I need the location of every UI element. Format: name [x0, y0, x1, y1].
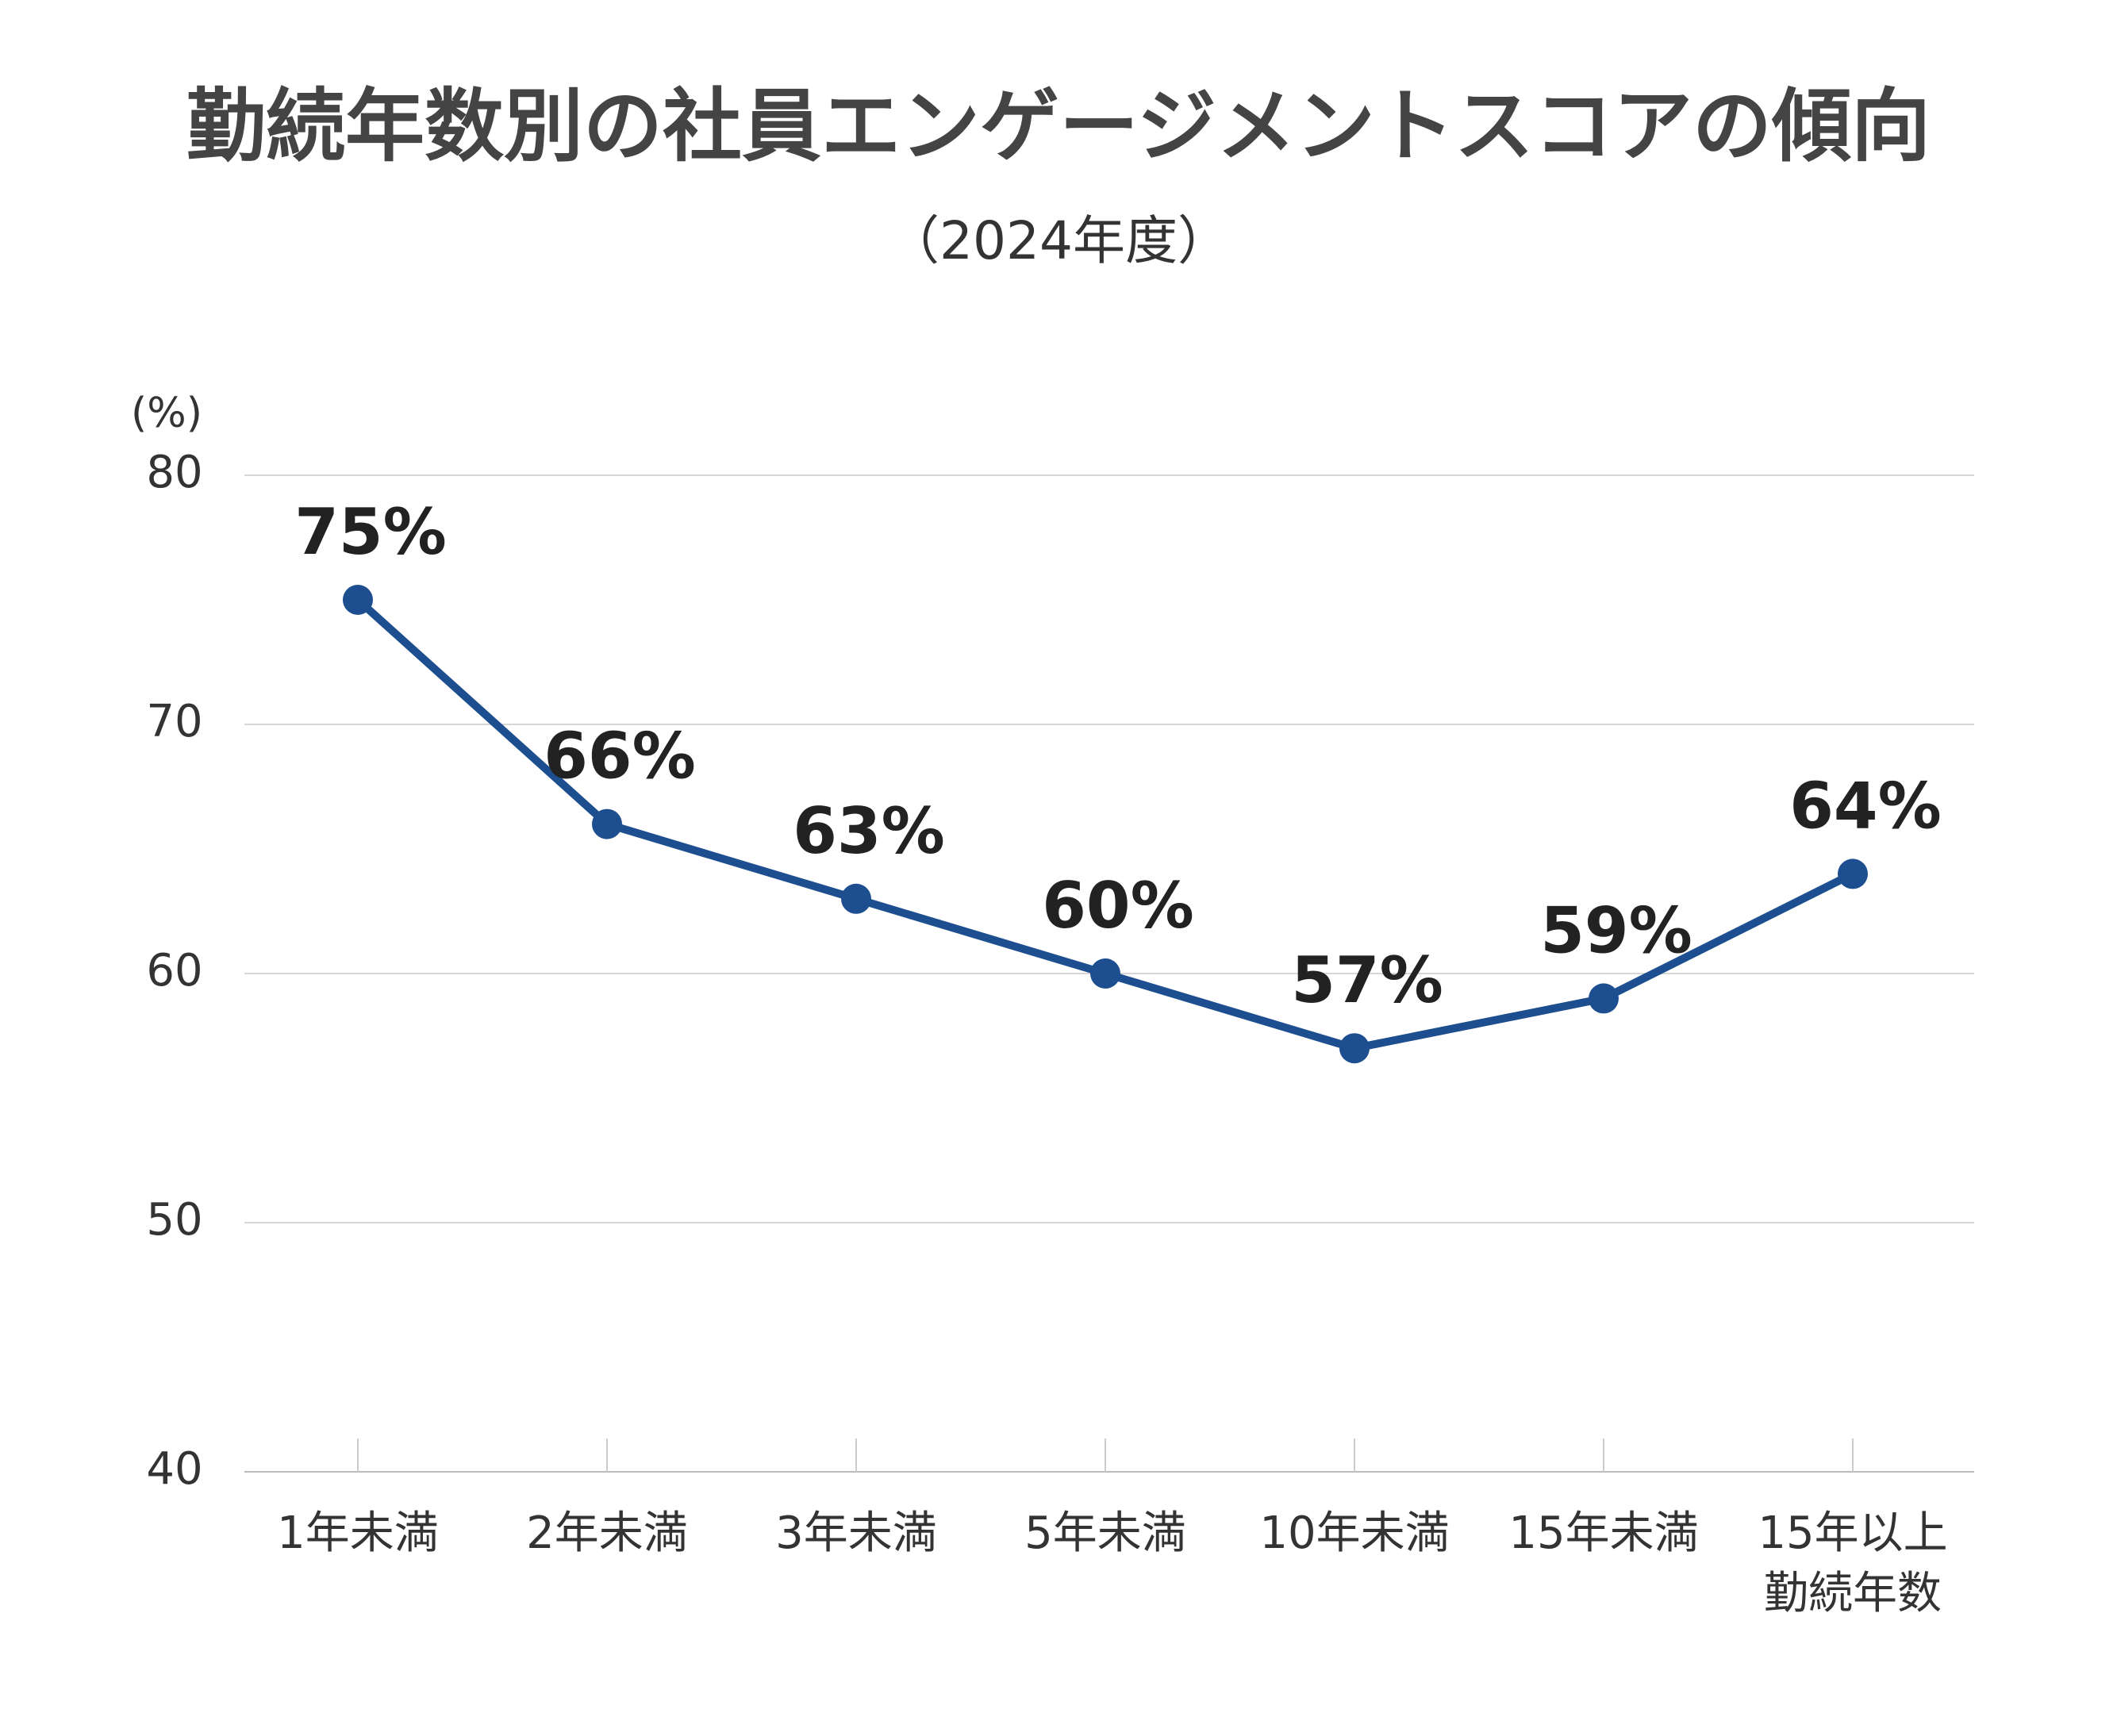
y-tick-label: 50	[146, 1194, 202, 1246]
point	[841, 883, 871, 914]
y-tick-label: 70	[146, 696, 202, 747]
x-tick-label: 15年以上 勤続年数	[1758, 1507, 1948, 1619]
x-tick-label: 3年未満	[775, 1507, 937, 1559]
point	[592, 808, 622, 839]
data-label: 63%	[793, 794, 944, 868]
data-label: 64%	[1789, 769, 1941, 843]
x-tick-label: 10年未満	[1259, 1507, 1450, 1559]
point	[1589, 983, 1619, 1014]
y-tick-label: 60	[146, 945, 202, 997]
data-label: 60%	[1042, 869, 1193, 943]
chart-subtitle: （2024年度）	[887, 210, 1230, 271]
x-tick-label: 1年未満	[277, 1507, 439, 1559]
x-tick-label: 5年未満	[1024, 1507, 1186, 1559]
x-tick-label: 2年未満	[526, 1507, 688, 1559]
point	[1339, 1033, 1370, 1064]
point	[1090, 958, 1120, 989]
chart-title: 勤続年数別の社員エンゲージメントスコアの傾向	[186, 79, 1931, 172]
point	[1838, 858, 1868, 889]
y-tick-label: 80	[146, 447, 202, 498]
y-unit: (%)	[131, 390, 202, 437]
data-label: 57%	[1291, 943, 1443, 1017]
point	[343, 585, 373, 615]
data-label: 66%	[544, 720, 695, 793]
data-label: 59%	[1540, 893, 1692, 967]
data-label: 75%	[294, 495, 446, 569]
y-tick-label: 40	[146, 1443, 202, 1495]
x-tick-label: 15年未満	[1508, 1507, 1699, 1559]
